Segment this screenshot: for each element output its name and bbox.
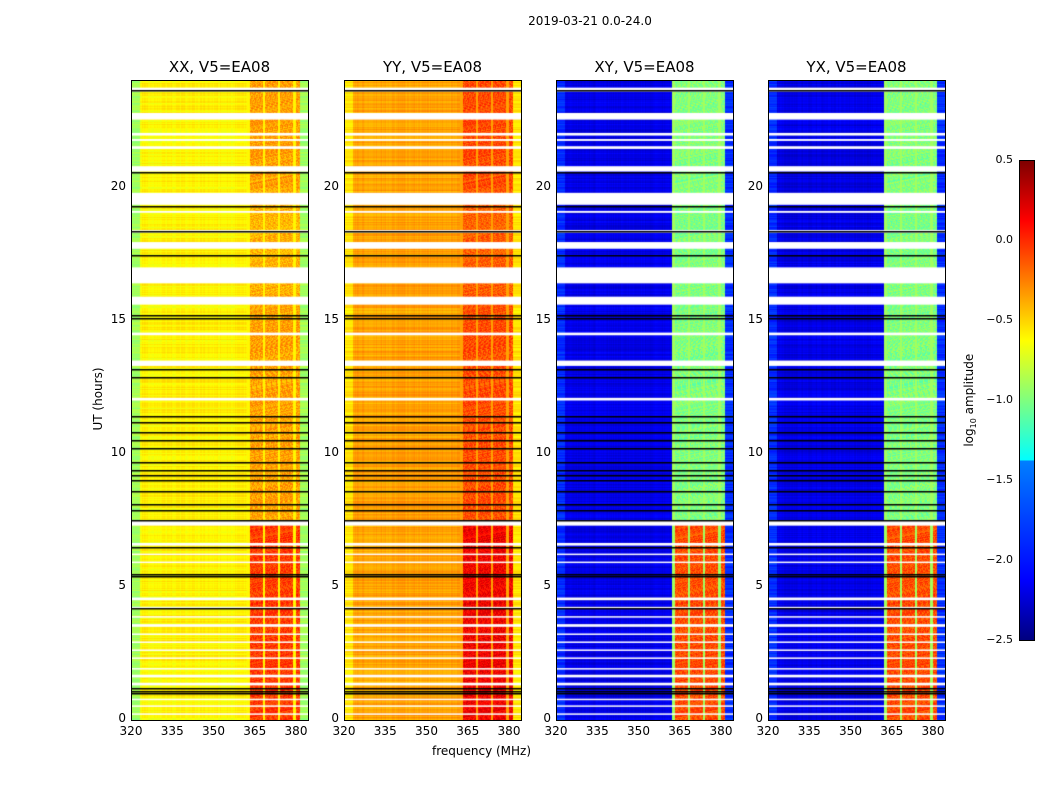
x-tick-label: 320 bbox=[756, 724, 780, 738]
colorbar-label-log: log bbox=[961, 428, 976, 447]
panel-title: XX, V5=EA08 bbox=[168, 58, 271, 76]
x-tick-label: 365 bbox=[456, 724, 480, 738]
y-tick-label: 5 bbox=[331, 577, 339, 592]
colorbar-tick-label: −0.5 bbox=[986, 313, 1013, 326]
y-tick-label: 5 bbox=[543, 577, 551, 592]
heatmap-panel-2 bbox=[556, 80, 734, 721]
heatmap-cells bbox=[557, 81, 733, 720]
colorbar-tick-label: −1.5 bbox=[986, 473, 1013, 486]
y-tick-label: 10 bbox=[323, 444, 339, 459]
colorbar-tick-label: 0.0 bbox=[995, 233, 1014, 246]
x-tick-label: 335 bbox=[797, 724, 821, 738]
colorbar-label-rest: amplitude bbox=[961, 353, 976, 419]
y-tick-label: 0 bbox=[331, 711, 339, 725]
y-tick-label: 10 bbox=[110, 444, 126, 459]
x-tick-label: 350 bbox=[627, 724, 650, 738]
y-tick-label: 10 bbox=[747, 444, 763, 459]
x-tick-label: 350 bbox=[202, 724, 225, 738]
x-tick-label: 320 bbox=[332, 724, 356, 738]
x-tick-label: 350 bbox=[415, 724, 438, 738]
y-tick-label: 0 bbox=[755, 711, 763, 725]
y-tick-label: 15 bbox=[747, 311, 763, 326]
y-tick-label: 10 bbox=[535, 444, 551, 459]
y-tick-label: 0 bbox=[543, 711, 551, 725]
y-tick-label: 15 bbox=[535, 311, 551, 326]
x-tick-label: 380 bbox=[921, 724, 945, 738]
x-tick-label: 335 bbox=[585, 724, 609, 738]
heatmap-panel-0 bbox=[131, 80, 309, 721]
x-tick-label: 380 bbox=[284, 724, 308, 738]
x-tick-label: 365 bbox=[880, 724, 904, 738]
y-tick-label: 20 bbox=[747, 178, 763, 193]
panel-title: YY, V5=EA08 bbox=[382, 58, 483, 76]
y-tick-label: 15 bbox=[323, 311, 339, 326]
y-axis-label: UT (hours) bbox=[91, 367, 105, 431]
x-axis-label: frequency (MHz) bbox=[432, 744, 532, 758]
x-tick-label: 335 bbox=[373, 724, 397, 738]
colorbar-tick-label: −1.0 bbox=[986, 393, 1013, 406]
colorbar bbox=[1019, 160, 1035, 641]
x-tick-label: 365 bbox=[668, 724, 692, 738]
heatmap-cells bbox=[345, 81, 521, 720]
x-tick-label: 380 bbox=[709, 724, 733, 738]
y-tick-label: 5 bbox=[118, 577, 126, 592]
panel-title: XY, V5=EA08 bbox=[594, 58, 695, 76]
panel-title: YX, V5=EA08 bbox=[806, 58, 907, 76]
colorbar-tick-label: 0.5 bbox=[995, 153, 1014, 166]
y-tick-label: 20 bbox=[323, 178, 339, 193]
colorbar-tick-label: −2.5 bbox=[986, 633, 1013, 646]
heatmap-cells bbox=[132, 81, 308, 720]
colorbar-label-sub: 10 bbox=[969, 418, 979, 429]
x-tick-label: 380 bbox=[497, 724, 521, 738]
heatmap-panel-1 bbox=[344, 80, 522, 721]
x-tick-label: 350 bbox=[839, 724, 862, 738]
figure-title: 2019-03-21 0.0-24.0 bbox=[528, 14, 652, 28]
y-tick-label: 0 bbox=[118, 711, 126, 725]
x-tick-label: 335 bbox=[160, 724, 184, 738]
heatmap-cells bbox=[769, 81, 945, 720]
colorbar-tick-label: −2.0 bbox=[986, 553, 1013, 566]
y-tick-label: 20 bbox=[110, 178, 126, 193]
y-tick-label: 15 bbox=[110, 311, 126, 326]
x-tick-label: 320 bbox=[544, 724, 568, 738]
x-tick-label: 320 bbox=[119, 724, 143, 738]
heatmap-panel-3 bbox=[768, 80, 946, 721]
y-tick-label: 20 bbox=[535, 178, 551, 193]
x-tick-label: 365 bbox=[243, 724, 267, 738]
y-tick-label: 5 bbox=[755, 577, 763, 592]
